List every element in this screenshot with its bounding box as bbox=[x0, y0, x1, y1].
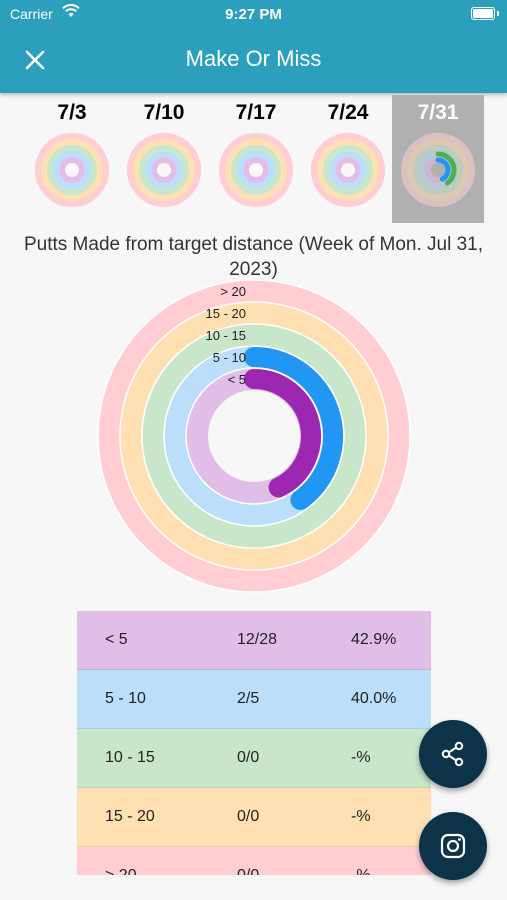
ring-progress-0 bbox=[244, 369, 321, 498]
mini-ring-track bbox=[329, 151, 367, 189]
ring-track-2 bbox=[142, 324, 366, 548]
mini-ring-track bbox=[145, 151, 183, 189]
table-row: 10 - 15 0/0 -% bbox=[77, 729, 431, 788]
ring-label-0: < 5 bbox=[228, 372, 246, 387]
week-item-7-31[interactable]: 7/31 bbox=[392, 95, 484, 223]
mini-ring-track bbox=[59, 157, 85, 183]
mini-ring-track bbox=[323, 145, 373, 195]
ring-separator bbox=[141, 323, 367, 549]
putts-radial-chart: < 5 5 - 10 10 - 15 15 - 20 > 20 bbox=[97, 280, 411, 593]
ring-separator bbox=[163, 345, 345, 527]
percent-cell: 40.0% bbox=[351, 690, 397, 707]
week-mini-chart bbox=[35, 133, 109, 207]
mini-ring-track bbox=[53, 151, 91, 189]
close-icon[interactable] bbox=[24, 49, 46, 71]
made-cell: 2/5 bbox=[237, 690, 260, 707]
ring-separator bbox=[97, 280, 411, 593]
share-button[interactable] bbox=[419, 720, 487, 788]
week-mini-chart bbox=[311, 133, 385, 207]
ring-progress-1 bbox=[244, 347, 343, 510]
made-cell: 12/28 bbox=[237, 631, 278, 648]
week-mini-chart bbox=[127, 133, 201, 207]
mini-ring-track bbox=[219, 133, 293, 207]
percent-cell: 42.9% bbox=[351, 631, 397, 648]
table-row: 5 - 10 2/5 40.0% bbox=[77, 670, 431, 729]
mini-ring-track bbox=[407, 139, 469, 201]
range-cell: < 5 bbox=[105, 631, 128, 648]
table-row: > 20 0/0 -% bbox=[77, 847, 431, 875]
week-item-7-24[interactable]: 7/24 bbox=[302, 95, 394, 223]
status-time: 9:27 PM bbox=[225, 6, 282, 23]
ring-track-4 bbox=[98, 280, 410, 592]
week-item-7-10[interactable]: 7/10 bbox=[118, 95, 210, 223]
mini-ring-progress bbox=[435, 157, 451, 182]
chart-title: Putts Made from target distance (Week of… bbox=[23, 234, 484, 280]
mini-ring-track bbox=[335, 157, 361, 183]
ring-label-2: 10 - 15 bbox=[206, 328, 246, 343]
table-row: 15 - 20 0/0 -% bbox=[77, 788, 431, 847]
mini-ring-track bbox=[413, 145, 463, 195]
carrier-label: Carrier bbox=[10, 6, 53, 22]
ring-label-4: > 20 bbox=[220, 284, 246, 299]
mini-ring-track bbox=[317, 139, 379, 201]
range-cell: 5 - 10 bbox=[105, 690, 146, 707]
ring-label-3: 15 - 20 bbox=[206, 306, 246, 321]
ring-separator bbox=[119, 301, 389, 571]
mini-ring-track bbox=[47, 145, 97, 195]
battery-icon bbox=[471, 7, 495, 20]
percent-cell: -% bbox=[351, 867, 371, 875]
mini-ring-track bbox=[237, 151, 275, 189]
week-item-7-17[interactable]: 7/17 bbox=[210, 95, 302, 223]
mini-ring-track bbox=[133, 139, 195, 201]
page-title: Make Or Miss bbox=[185, 46, 322, 71]
week-item-7-3[interactable]: 7/3 bbox=[26, 95, 118, 223]
week-label: 7/10 bbox=[143, 101, 185, 124]
made-cell: 0/0 bbox=[237, 867, 259, 875]
mini-ring-track bbox=[35, 133, 109, 207]
percent-cell: -% bbox=[351, 808, 371, 825]
week-mini-chart bbox=[401, 133, 475, 207]
mini-ring-track bbox=[139, 145, 189, 195]
app-bar: Carrier 9:27 PM Make Or Miss bbox=[0, 0, 507, 93]
mini-ring-track bbox=[311, 133, 385, 207]
share-icon bbox=[441, 741, 464, 767]
wifi-icon bbox=[62, 4, 80, 17]
made-cell: 0/0 bbox=[237, 749, 260, 766]
ring-label-1: 5 - 10 bbox=[213, 350, 246, 365]
stats-table: < 5 12/28 42.9% 5 - 10 2/5 40.0% 10 - 15… bbox=[77, 611, 431, 875]
mini-ring-progress bbox=[435, 151, 457, 186]
mini-ring-track bbox=[225, 139, 287, 201]
percent-cell: -% bbox=[351, 749, 371, 766]
instagram-button[interactable] bbox=[419, 812, 487, 880]
week-label: 7/17 bbox=[235, 101, 277, 124]
mini-ring-track bbox=[151, 157, 177, 183]
range-cell: 15 - 20 bbox=[105, 808, 155, 825]
week-selector: 7/3 7/10 7/17 7/24 7/31 bbox=[26, 95, 486, 225]
week-label: 7/31 bbox=[417, 101, 459, 124]
mini-ring-track bbox=[243, 157, 269, 183]
mini-ring-track bbox=[401, 133, 475, 207]
mini-ring-track bbox=[127, 133, 201, 207]
battery-tip bbox=[497, 11, 499, 16]
made-cell: 0/0 bbox=[237, 808, 260, 825]
week-label: 7/3 bbox=[57, 101, 87, 124]
range-cell: > 20 bbox=[105, 867, 137, 875]
mini-ring-track bbox=[231, 145, 281, 195]
week-label: 7/24 bbox=[327, 101, 369, 124]
week-mini-chart bbox=[219, 133, 293, 207]
table-row: < 5 12/28 42.9% bbox=[77, 611, 431, 670]
ring-separator bbox=[185, 367, 323, 505]
range-cell: 10 - 15 bbox=[105, 749, 155, 766]
ring-track-3 bbox=[120, 302, 388, 570]
instagram-icon bbox=[440, 833, 466, 859]
mini-ring-track bbox=[41, 139, 103, 201]
